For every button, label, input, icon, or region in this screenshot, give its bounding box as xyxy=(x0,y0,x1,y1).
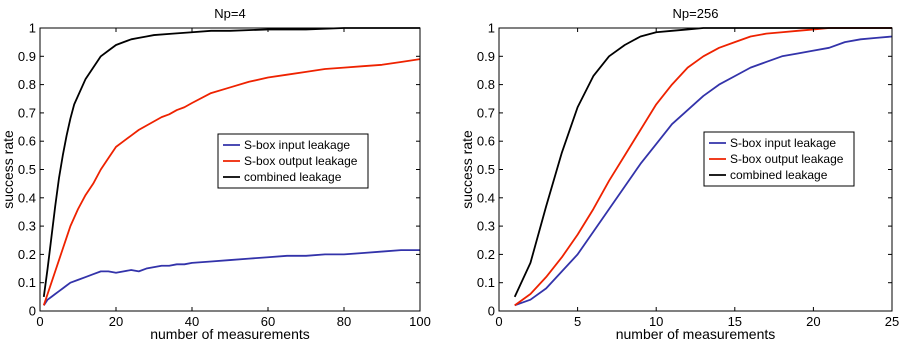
x-tick-label: 100 xyxy=(409,314,431,329)
chart-panel-np256: 0 5 10 15 20 25 0 0.1 0.2 0.3 0.4 0.5 0.6 0.7 0.8 0.9 1 N… xyxy=(459,6,899,342)
y-tick-label: 1 xyxy=(29,21,36,36)
x-tick-label: 80 xyxy=(337,314,351,329)
legend-entry: S-box input leakage xyxy=(244,138,350,152)
y-tick-label: 0.8 xyxy=(477,77,495,92)
y-tick-label: 0.8 xyxy=(18,77,36,92)
y-tick-label: 0.9 xyxy=(477,49,495,64)
series-line-s-box-output-leakage xyxy=(42,58,421,306)
legend-entry: S-box input leakage xyxy=(730,136,836,150)
series-line-combined-leakage xyxy=(42,27,420,297)
y-tick-label: 0.6 xyxy=(18,134,36,149)
x-tick-label: 60 xyxy=(261,314,275,329)
y-tick-label: 0.7 xyxy=(18,105,36,120)
y-tick-label: 0.4 xyxy=(477,190,495,205)
legend-box xyxy=(217,133,369,189)
y-axis-label: success rate xyxy=(0,130,16,209)
y-tick-label: 0.1 xyxy=(18,275,36,290)
y-tick-label: 0.7 xyxy=(477,105,495,120)
y-tick-label: 1 xyxy=(488,21,495,36)
x-tick-label: 0 xyxy=(36,314,43,329)
legend-entry: S-box output leakage xyxy=(730,152,844,166)
x-tick-label: 15 xyxy=(728,314,742,329)
y-tick-label: 0.2 xyxy=(477,247,495,262)
y-axis-label: success rate xyxy=(459,130,475,209)
chart-title: Np=4 xyxy=(214,6,245,21)
legend-entry: S-box output leakage xyxy=(244,154,358,168)
x-tick-label: 20 xyxy=(109,314,123,329)
y-tick-label: 0.3 xyxy=(477,219,495,234)
x-tick-label: 25 xyxy=(885,314,899,329)
y-tick-label: 0.3 xyxy=(18,219,36,234)
y-tick-label: 0.5 xyxy=(477,162,495,177)
x-axis-label: number of measurements xyxy=(150,326,310,342)
x-tick-label: 10 xyxy=(649,314,663,329)
legend-entry: combined leakage xyxy=(730,168,828,182)
y-tick-label: 0.6 xyxy=(477,134,495,149)
series-line-s-box-input-leakage xyxy=(43,249,420,306)
y-tick-label: 0.2 xyxy=(18,247,36,262)
x-axis-label: number of measurements xyxy=(616,326,776,342)
chart-panel-np4: 0 20 40 60 80 100 0 0.1 0.2 0.3 0.4 0.5 0.6 0.7 0.8 0.9… xyxy=(0,6,431,342)
series-line-s-box-input-leakage xyxy=(514,35,893,307)
x-tick-label: 20 xyxy=(806,314,820,329)
y-tick-label: 0.9 xyxy=(18,49,36,64)
chart-title: Np=256 xyxy=(673,6,719,21)
y-tick-label: 0.1 xyxy=(477,275,495,290)
y-tick-label: 0 xyxy=(29,304,36,319)
legend-box xyxy=(703,131,855,187)
x-tick-label: 0 xyxy=(495,314,502,329)
legend-entry: combined leakage xyxy=(244,170,342,184)
y-tick-label: 0.5 xyxy=(18,162,36,177)
x-tick-label: 5 xyxy=(574,314,581,329)
y-tick-label: 0 xyxy=(488,304,495,319)
y-tick-label: 0.4 xyxy=(18,190,36,205)
x-tick-label: 40 xyxy=(185,314,199,329)
